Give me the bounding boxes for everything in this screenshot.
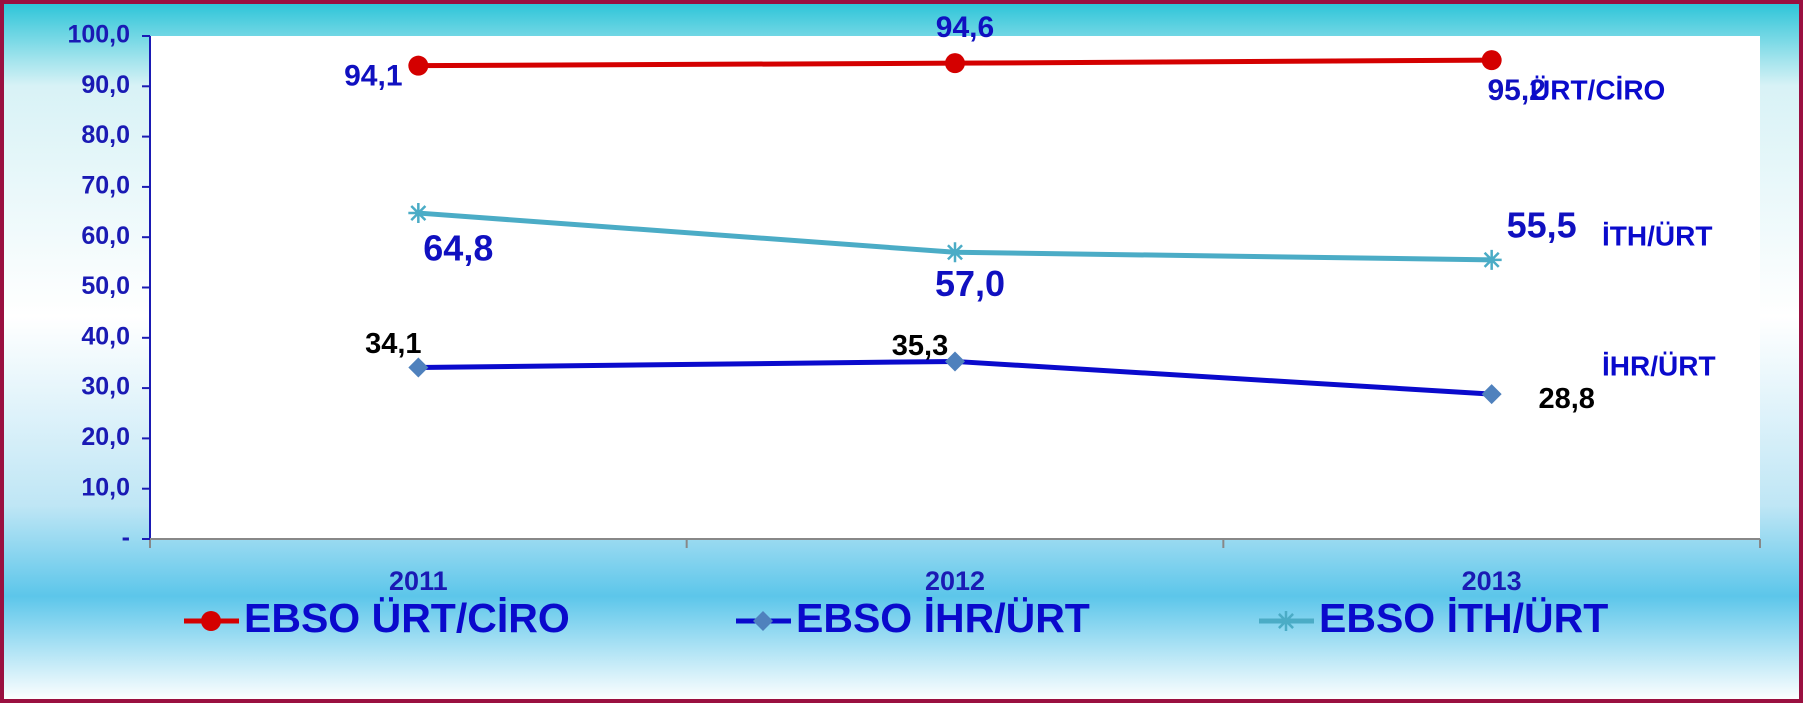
y-tick-label: -	[122, 524, 130, 552]
y-tick-label: 50,0	[81, 272, 130, 300]
marker	[1481, 50, 1502, 71]
annotation: ÜRT/CİRO	[1530, 74, 1665, 105]
y-tick-label: 70,0	[81, 172, 130, 200]
marker	[408, 357, 429, 378]
marker	[1481, 384, 1502, 405]
data-label: 28,8	[1538, 383, 1594, 415]
data-label: 95,2	[1487, 74, 1545, 107]
data-label: 94,6	[936, 11, 994, 44]
x-tick-label: 2011	[389, 566, 448, 596]
y-tick-label: 30,0	[81, 373, 130, 401]
marker	[945, 351, 965, 372]
data-label: 34,1	[365, 328, 421, 360]
marker	[408, 55, 429, 76]
y-tick-label: 20,0	[81, 423, 130, 451]
marker	[201, 611, 221, 631]
legend-label: EBSO İTH/ÜRT	[1319, 595, 1608, 641]
marker	[1276, 611, 1296, 631]
y-tick-label: 10,0	[81, 473, 130, 501]
data-label: 64,8	[423, 228, 493, 269]
y-tick-label: 90,0	[81, 71, 130, 99]
data-label: 57,0	[935, 263, 1005, 304]
annotation: İHR/ÜRT	[1602, 350, 1716, 381]
x-tick-label: 2013	[1462, 566, 1522, 596]
legend-label: EBSO İHR/ÜRT	[796, 595, 1090, 641]
x-tick-label: 2012	[925, 566, 985, 596]
plot-area	[150, 36, 1760, 539]
data-label: 35,3	[892, 330, 948, 362]
marker	[945, 242, 965, 263]
annotation: İTH/ÜRT	[1602, 220, 1712, 251]
y-tick-label: 60,0	[81, 222, 130, 250]
y-tick-label: 100,0	[67, 21, 130, 49]
marker	[408, 203, 429, 224]
marker	[753, 611, 773, 631]
marker	[945, 53, 965, 74]
marker	[1481, 249, 1502, 270]
legend-label: EBSO ÜRT/CİRO	[244, 595, 570, 641]
y-tick-label: 80,0	[81, 121, 130, 149]
y-tick-label: 40,0	[81, 322, 130, 350]
data-label: 55,5	[1507, 204, 1577, 245]
data-label: 94,1	[344, 60, 402, 93]
